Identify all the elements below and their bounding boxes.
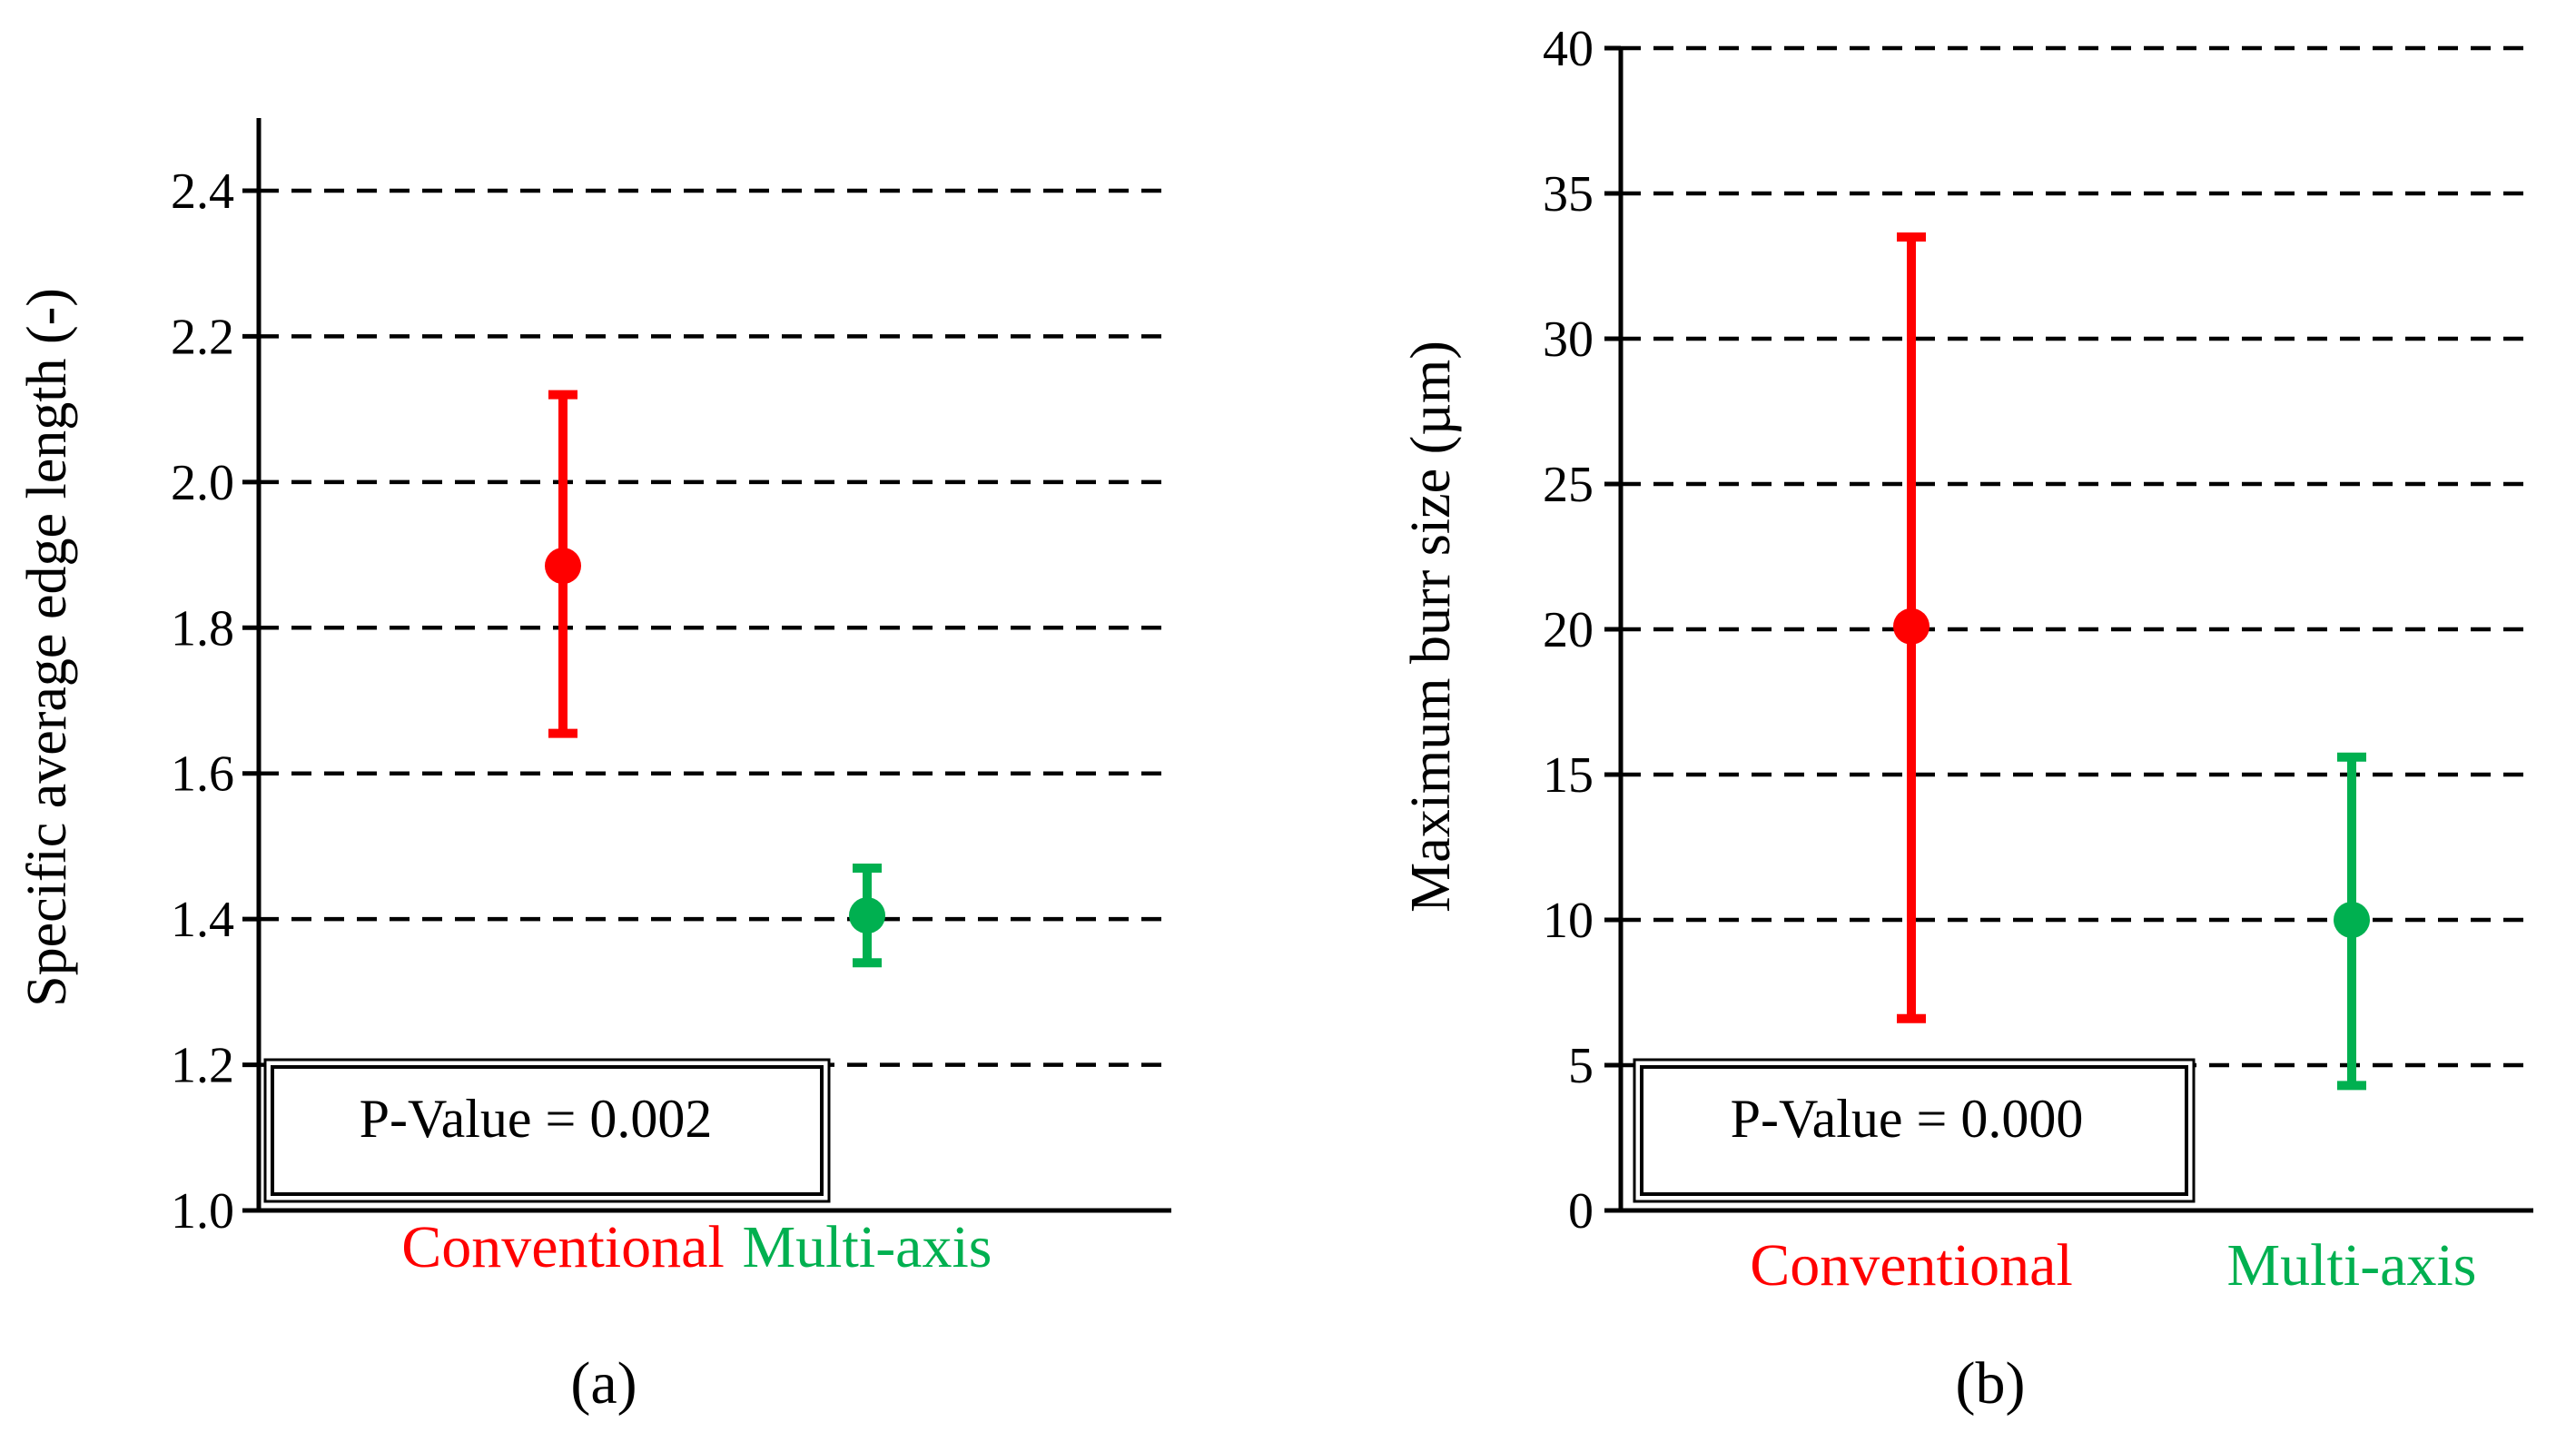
y-tick-label: 40 <box>1543 21 1594 77</box>
chart-panel-a: 1.0 1.2 1.4 1.6 1.8 2.0 2.2 2.4 Specific average… <box>16 118 1171 1417</box>
panel-label: (b) <box>1956 1350 2026 1417</box>
y-tick-label: 15 <box>1543 747 1594 804</box>
y-tick-label: 10 <box>1543 893 1594 949</box>
y-tick-label: 25 <box>1543 457 1594 513</box>
y-tick-label: 2.2 <box>171 309 234 365</box>
y-axis-label: Specific average edge length (-) <box>16 288 78 1007</box>
category-label: Multi-axis <box>2227 1232 2477 1299</box>
panel-label: (a) <box>570 1350 637 1417</box>
y-tick-label: 1.2 <box>171 1038 234 1094</box>
y-tick-label: 2.4 <box>171 163 234 220</box>
y-tick-label: 2.0 <box>171 455 234 511</box>
p-value-box <box>271 1065 824 1196</box>
p-value-box <box>1640 1065 2188 1196</box>
p-value-text: P-Value = 0.002 <box>360 1089 713 1149</box>
mean-point-conventional <box>1893 607 1930 645</box>
y-tick-label: 35 <box>1543 166 1594 222</box>
mean-point-multi-axis <box>2334 902 2370 938</box>
mean-point-multi-axis <box>849 897 885 934</box>
chart-panel-b: 0 5 10 15 20 25 30 35 40 Maximum burr size (µm) P-… <box>1400 21 2533 1417</box>
y-tick-label: 1.0 <box>171 1183 234 1240</box>
y-tick-label: 1.4 <box>171 892 234 948</box>
category-label: Conventional <box>1750 1232 2073 1299</box>
y-tick-label: 20 <box>1543 602 1594 658</box>
category-label: Conventional <box>401 1214 725 1280</box>
y-tick-label: 1.6 <box>171 746 234 803</box>
y-tick-label: 1.8 <box>171 600 234 657</box>
y-tick-label: 5 <box>1568 1038 1594 1094</box>
p-value-text: P-Value = 0.000 <box>1731 1089 2084 1149</box>
mean-point-conventional <box>545 548 581 585</box>
y-tick-label: 0 <box>1568 1183 1594 1240</box>
category-label: Multi-axis <box>743 1214 992 1280</box>
y-tick-label: 30 <box>1543 311 1594 368</box>
y-axis-label: Maximum burr size (µm) <box>1400 341 1462 913</box>
